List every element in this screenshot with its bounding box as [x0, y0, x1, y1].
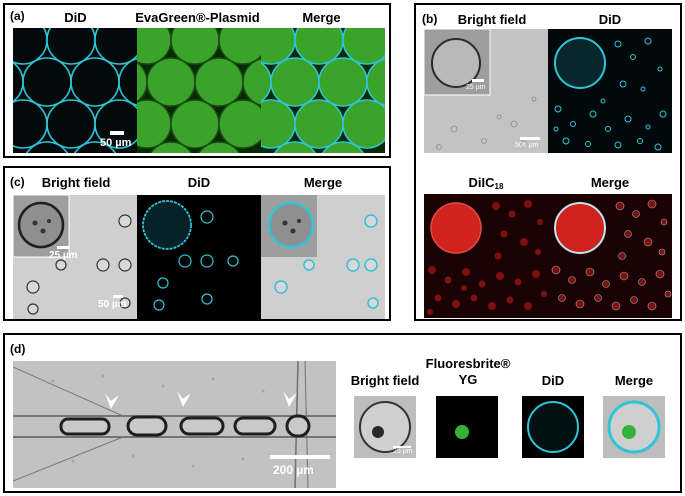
- panel-c-inset-scalebar: [57, 246, 69, 249]
- panel-d-merge-droplet: [603, 396, 665, 458]
- panel-d-title-brightfield: Bright field: [350, 373, 420, 388]
- panel-a: (a) DiD EvaGreen®-Plasmid Merge: [3, 3, 391, 158]
- panel-a-scalebar-label: 50 µm: [100, 137, 132, 149]
- panel-d-small-scalebar: [393, 446, 411, 448]
- panel-c-title-did: DiD: [187, 175, 211, 190]
- panel-c-label: (c): [10, 175, 25, 189]
- panel-b: (b) Bright field DiD 25 µm 500 µm DiIC18: [414, 3, 682, 321]
- panel-a-title-did: DiD: [64, 10, 87, 25]
- panel-d-label: (d): [10, 342, 26, 356]
- merge-droplets-image: [261, 28, 385, 153]
- panel-b-title-did: DiD: [598, 12, 622, 27]
- panel-b-merge-image: [548, 194, 672, 318]
- panel-d-channel-scalebar-label: 200 µm: [273, 463, 314, 477]
- panel-b-diic-image: [424, 194, 548, 318]
- evagreen-droplets-image: [137, 28, 261, 153]
- panel-c-scalebar: [113, 295, 123, 298]
- panel-d-channel-image: [13, 361, 336, 488]
- panel-c: (c) Bright field DiD Merge 25 µm 50 µm: [3, 166, 391, 321]
- panel-d-channel-scalebar: [270, 455, 330, 459]
- panel-b-inset-scalebar-label: 25 µm: [466, 84, 486, 91]
- panel-a-title-merge: Merge: [302, 10, 341, 25]
- panel-c-title-merge: Merge: [303, 175, 343, 190]
- panel-c-did-image: [137, 195, 261, 319]
- panel-a-title-evagreen: EvaGreen®-Plasmid: [135, 10, 260, 25]
- panel-b-scalebar: [520, 137, 540, 140]
- panel-b-title-merge: Merge: [590, 175, 630, 190]
- panel-c-title-brightfield: Bright field: [41, 175, 111, 190]
- panel-a-scalebar: [110, 131, 124, 135]
- panel-d-small-scalebar-label: 25 µm: [393, 448, 413, 455]
- panel-c-merge-image: [261, 195, 385, 319]
- panel-b-did-image: [548, 29, 672, 153]
- panel-a-label: (a): [10, 9, 25, 23]
- panel-b-brightfield-image: [424, 29, 548, 153]
- panel-b-label: (b): [422, 12, 438, 26]
- panel-c-scalebar-label: 50 µm: [98, 299, 127, 310]
- panel-d-title-fluoresbrite: Fluoresbrite®: [425, 356, 511, 371]
- panel-d: (d): [3, 333, 682, 493]
- panel-d-title-merge: Merge: [614, 373, 654, 388]
- panel-c-inset-scalebar-label: 25 µm: [49, 250, 78, 261]
- panel-b-title-brightfield: Bright field: [457, 12, 527, 27]
- panel-d-title-yg: YG: [458, 372, 478, 387]
- panel-d-title-did: DiD: [541, 373, 565, 388]
- panel-b-title-diic: DiIC18: [468, 175, 504, 191]
- panel-b-scalebar-label: 500 µm: [515, 142, 539, 149]
- panel-d-did-droplet: [522, 396, 584, 458]
- panel-b-inset-scalebar: [472, 79, 484, 82]
- panel-c-brightfield-image: [13, 195, 137, 319]
- panel-d-fluoresbrite-droplet: [436, 396, 498, 458]
